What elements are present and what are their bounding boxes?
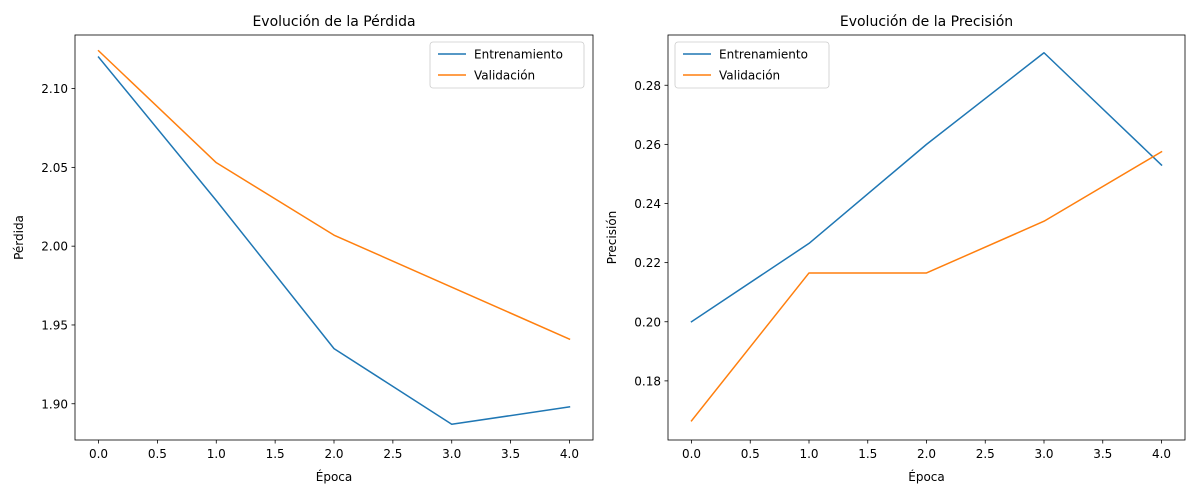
x-tick-label: 1.5: [858, 447, 877, 461]
x-tick-label: 4.0: [560, 447, 579, 461]
x-tick-label: 2.5: [976, 447, 995, 461]
x-tick-label: 0.5: [148, 447, 167, 461]
y-tick-label: 0.24: [634, 197, 661, 211]
y-tick-label: 2.00: [41, 240, 68, 254]
series-line-val: [690, 150, 1163, 422]
x-tick-label: 0.5: [741, 447, 760, 461]
legend-box: [429, 41, 585, 89]
x-tick-label: 1.0: [799, 447, 818, 461]
x-tick-label: 2.0: [917, 447, 936, 461]
y-tick-label: 0.26: [634, 138, 661, 152]
chart-title: Evolución de la Precisión: [840, 14, 1013, 30]
plot-frame: [667, 34, 1186, 441]
y-tick-label: 0.22: [634, 256, 661, 270]
x-tick-label: 1.0: [207, 447, 226, 461]
x-tick-label: 3.5: [501, 447, 520, 461]
y-tick-label: 2.10: [41, 82, 68, 96]
chart-title: Evolución de la Pérdida: [252, 14, 415, 30]
y-tick-label: 1.95: [41, 318, 68, 332]
legend-label: Entrenamiento: [474, 48, 563, 62]
legend-label: Entrenamiento: [719, 48, 808, 62]
y-axis-label: Precisión: [605, 211, 619, 265]
y-tick-label: 0.18: [634, 374, 661, 388]
y-tick-label: 0.20: [634, 315, 661, 329]
series-line-val: [97, 49, 571, 341]
y-axis-label: Pérdida: [12, 215, 26, 260]
x-tick-label: 3.0: [442, 447, 461, 461]
series-line-train: [97, 56, 571, 425]
legend-label: Validación: [474, 69, 535, 83]
legend-box: [674, 41, 830, 89]
plot-frame: [74, 34, 594, 441]
x-tick-label: 0.0: [682, 447, 701, 461]
x-tick-label: 2.5: [383, 447, 402, 461]
y-tick-label: 0.28: [634, 79, 661, 93]
x-axis-label: Época: [908, 469, 945, 484]
x-tick-label: 3.5: [1093, 447, 1112, 461]
x-tick-label: 4.0: [1152, 447, 1171, 461]
x-tick-label: 1.5: [266, 447, 285, 461]
x-tick-label: 2.0: [324, 447, 343, 461]
legend-label: Validación: [719, 69, 780, 83]
series-line-train: [690, 51, 1163, 323]
y-tick-label: 1.90: [41, 397, 68, 411]
x-tick-label: 3.0: [1034, 447, 1053, 461]
x-tick-label: 0.0: [89, 447, 108, 461]
x-axis-label: Época: [316, 469, 353, 484]
y-tick-label: 2.05: [41, 161, 68, 175]
